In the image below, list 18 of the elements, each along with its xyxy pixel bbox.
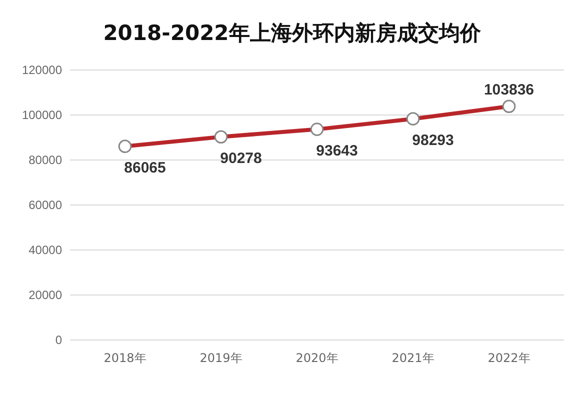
x-tick-label: 2018年 (104, 351, 146, 365)
x-tick-label: 2021年 (392, 351, 434, 365)
x-tick-label: 2020年 (296, 351, 338, 365)
y-tick-label: 120000 (22, 63, 62, 77)
y-tick-label: 100000 (22, 108, 62, 122)
y-tick-label: 60000 (28, 198, 62, 212)
y-tick-label: 20000 (28, 288, 62, 302)
data-label: 90278 (220, 150, 262, 167)
y-tick-label: 40000 (28, 243, 62, 257)
y-tick-label: 80000 (28, 153, 62, 167)
chart-title: 2018-2022年上海外环内新房成交均价 (103, 21, 482, 45)
y-tick-label: 0 (55, 333, 62, 347)
data-label: 93643 (316, 142, 358, 160)
x-tick-label: 2022年 (488, 351, 530, 365)
data-label: 103836 (484, 81, 534, 98)
data-label: 86065 (124, 159, 166, 176)
data-label: 98293 (412, 132, 454, 149)
x-tick-label: 2019年 (200, 351, 242, 365)
